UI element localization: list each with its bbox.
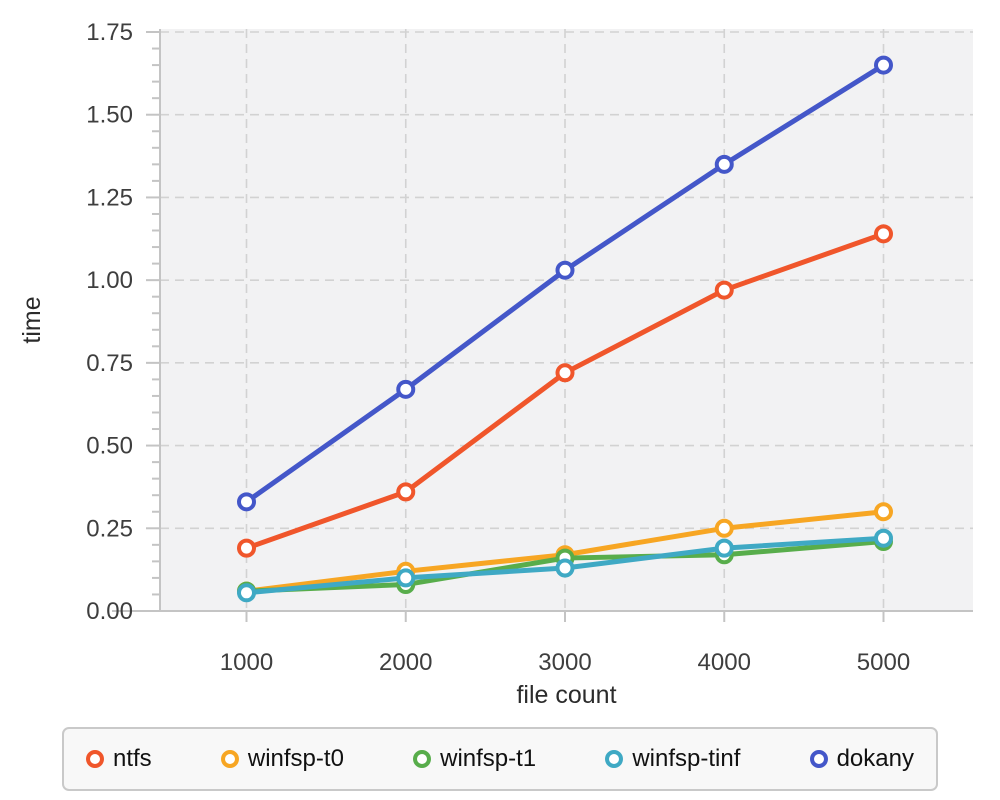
y-axis: 0.00 0.25 0.50 0.75 1.00 1.25 1.50 1.75 xyxy=(86,19,160,625)
svg-text:3000: 3000 xyxy=(538,649,591,676)
legend-label: ntfs xyxy=(113,745,152,772)
legend-label: winfsp-t1 xyxy=(440,745,537,772)
legend-label: winfsp-tinf xyxy=(632,745,741,772)
plot-background xyxy=(160,29,973,611)
svg-text:1.75: 1.75 xyxy=(86,19,133,46)
svg-text:0.00: 0.00 xyxy=(86,598,133,625)
series-dokany xyxy=(237,55,893,512)
axis-lines xyxy=(112,29,973,612)
svg-text:0.25: 0.25 xyxy=(86,515,133,542)
svg-text:5000: 5000 xyxy=(857,649,910,676)
svg-text:1.25: 1.25 xyxy=(86,184,133,211)
gridlines xyxy=(160,29,973,611)
legend-item-ntfs: ntfs xyxy=(86,747,152,771)
svg-text:0.75: 0.75 xyxy=(86,350,133,377)
x-axis-title: file count xyxy=(516,681,616,709)
winfsp-t1-marker-icon xyxy=(413,750,432,768)
series-ntfs xyxy=(237,224,893,558)
svg-text:1.50: 1.50 xyxy=(86,102,133,129)
legend-label: winfsp-t0 xyxy=(247,745,344,772)
dokany-marker-icon xyxy=(809,750,828,768)
svg-text:4000: 4000 xyxy=(698,649,751,676)
legend-item-winfsp-t1: winfsp-t1 xyxy=(413,747,536,771)
winfsp-tinf-marker-icon xyxy=(605,750,624,768)
plot-area: 0.00 0.25 0.50 0.75 1.00 1.25 1.50 1.75 1000 2000… xyxy=(18,19,973,709)
legend-item-winfsp-tinf: winfsp-tinf xyxy=(605,747,740,771)
svg-text:2000: 2000 xyxy=(379,649,432,676)
legend-item-winfsp-t0: winfsp-t0 xyxy=(220,745,344,772)
svg-text:1.00: 1.00 xyxy=(86,267,133,294)
legend-item-dokany: dokany xyxy=(809,745,914,772)
ntfs-marker-icon xyxy=(86,750,104,768)
winfsp-t0-marker-icon xyxy=(220,750,239,768)
svg-text:0.50: 0.50 xyxy=(86,433,133,460)
y-axis-title: time xyxy=(18,296,46,343)
x-axis: 1000 2000 3000 4000 5000 xyxy=(220,611,910,676)
legend: ntfs winfsp-t0 winfsp-t1 winfsp-tinf dok… xyxy=(62,727,938,791)
svg-text:1000: 1000 xyxy=(220,649,273,676)
series-winfsp-tinf xyxy=(237,528,893,603)
legend-label: dokany xyxy=(836,745,914,772)
